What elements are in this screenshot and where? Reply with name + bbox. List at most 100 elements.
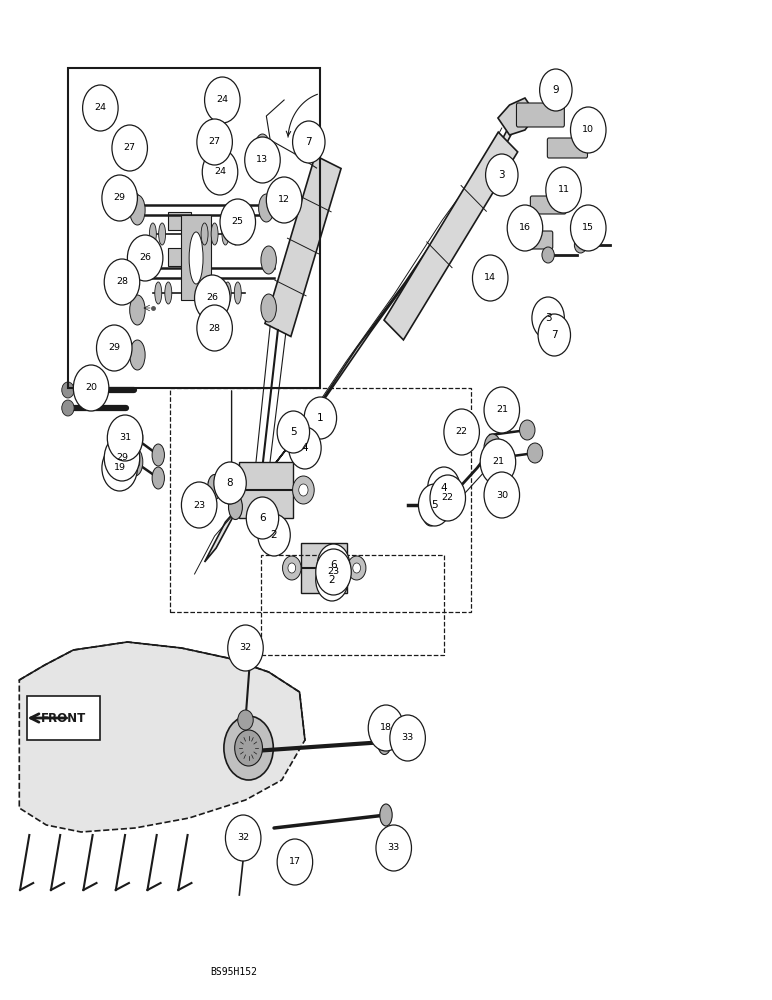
Circle shape xyxy=(225,484,234,496)
Text: 24: 24 xyxy=(214,167,226,176)
Ellipse shape xyxy=(152,467,164,489)
Ellipse shape xyxy=(208,475,222,499)
Ellipse shape xyxy=(127,137,143,167)
Ellipse shape xyxy=(130,247,145,277)
Circle shape xyxy=(293,476,314,504)
Circle shape xyxy=(507,205,543,251)
Text: FRONT: FRONT xyxy=(41,712,86,724)
Text: 2: 2 xyxy=(329,575,335,585)
Circle shape xyxy=(435,501,441,509)
Circle shape xyxy=(102,342,111,354)
Circle shape xyxy=(243,638,259,658)
Text: 30: 30 xyxy=(496,490,508,499)
Text: 18: 18 xyxy=(380,724,392,732)
FancyBboxPatch shape xyxy=(547,138,587,158)
Ellipse shape xyxy=(255,134,270,162)
Circle shape xyxy=(112,125,147,171)
FancyBboxPatch shape xyxy=(239,462,293,518)
Ellipse shape xyxy=(201,223,208,245)
Ellipse shape xyxy=(259,194,274,222)
Circle shape xyxy=(62,400,74,416)
Text: 27: 27 xyxy=(124,143,136,152)
Text: 28: 28 xyxy=(116,277,128,286)
Text: 24: 24 xyxy=(216,96,229,104)
Text: 19: 19 xyxy=(113,464,126,473)
Circle shape xyxy=(245,137,280,183)
Circle shape xyxy=(484,472,520,518)
Circle shape xyxy=(239,829,252,847)
Ellipse shape xyxy=(130,340,145,370)
Text: 5: 5 xyxy=(290,427,296,437)
Ellipse shape xyxy=(229,494,242,520)
Bar xyxy=(68,68,320,388)
Text: 6: 6 xyxy=(259,513,266,523)
Text: 6: 6 xyxy=(330,560,337,570)
Circle shape xyxy=(120,340,132,356)
Text: 5: 5 xyxy=(432,500,438,510)
Ellipse shape xyxy=(130,295,145,325)
Circle shape xyxy=(197,119,232,165)
Circle shape xyxy=(238,710,253,730)
Ellipse shape xyxy=(422,498,439,526)
Text: 26: 26 xyxy=(139,253,151,262)
Circle shape xyxy=(484,387,520,433)
Circle shape xyxy=(73,365,109,411)
Circle shape xyxy=(246,497,279,539)
Circle shape xyxy=(266,177,302,223)
Ellipse shape xyxy=(150,223,156,245)
Circle shape xyxy=(277,411,310,453)
Circle shape xyxy=(110,456,119,468)
Text: BS95H152: BS95H152 xyxy=(210,967,257,977)
Ellipse shape xyxy=(484,434,501,462)
Text: 23: 23 xyxy=(193,500,205,510)
Circle shape xyxy=(317,544,350,586)
Circle shape xyxy=(195,275,230,321)
Circle shape xyxy=(293,121,325,163)
Circle shape xyxy=(571,107,606,153)
Text: 7: 7 xyxy=(306,137,312,147)
Circle shape xyxy=(472,255,508,301)
Text: 21: 21 xyxy=(496,405,508,414)
Circle shape xyxy=(235,730,262,766)
Circle shape xyxy=(104,259,140,305)
Ellipse shape xyxy=(165,282,171,304)
Circle shape xyxy=(430,475,466,521)
Circle shape xyxy=(127,454,140,470)
Bar xyxy=(27,696,100,740)
Polygon shape xyxy=(168,212,191,230)
Polygon shape xyxy=(19,642,305,832)
Text: 24: 24 xyxy=(94,104,107,112)
Text: 32: 32 xyxy=(239,644,252,652)
Polygon shape xyxy=(498,98,537,135)
Circle shape xyxy=(435,488,451,508)
Circle shape xyxy=(62,382,74,398)
Ellipse shape xyxy=(261,246,276,274)
Text: 3: 3 xyxy=(545,313,551,323)
Circle shape xyxy=(104,435,140,481)
Ellipse shape xyxy=(152,444,164,466)
Circle shape xyxy=(520,420,535,440)
Ellipse shape xyxy=(204,282,210,304)
Circle shape xyxy=(225,815,261,861)
Text: 20: 20 xyxy=(85,383,97,392)
Circle shape xyxy=(418,484,451,526)
Circle shape xyxy=(83,85,118,131)
FancyBboxPatch shape xyxy=(530,196,566,214)
Circle shape xyxy=(214,462,246,504)
Ellipse shape xyxy=(189,232,203,284)
Circle shape xyxy=(299,484,308,496)
Bar xyxy=(261,555,444,655)
Circle shape xyxy=(390,715,425,761)
Text: 7: 7 xyxy=(551,330,557,340)
Text: 2: 2 xyxy=(271,530,277,540)
Circle shape xyxy=(546,167,581,213)
FancyBboxPatch shape xyxy=(516,103,564,127)
Circle shape xyxy=(304,397,337,439)
Circle shape xyxy=(353,563,361,573)
Ellipse shape xyxy=(212,223,218,245)
Ellipse shape xyxy=(154,282,162,304)
Bar xyxy=(181,215,211,300)
Text: 8: 8 xyxy=(227,478,233,488)
Circle shape xyxy=(538,314,571,356)
Polygon shape xyxy=(384,132,518,340)
